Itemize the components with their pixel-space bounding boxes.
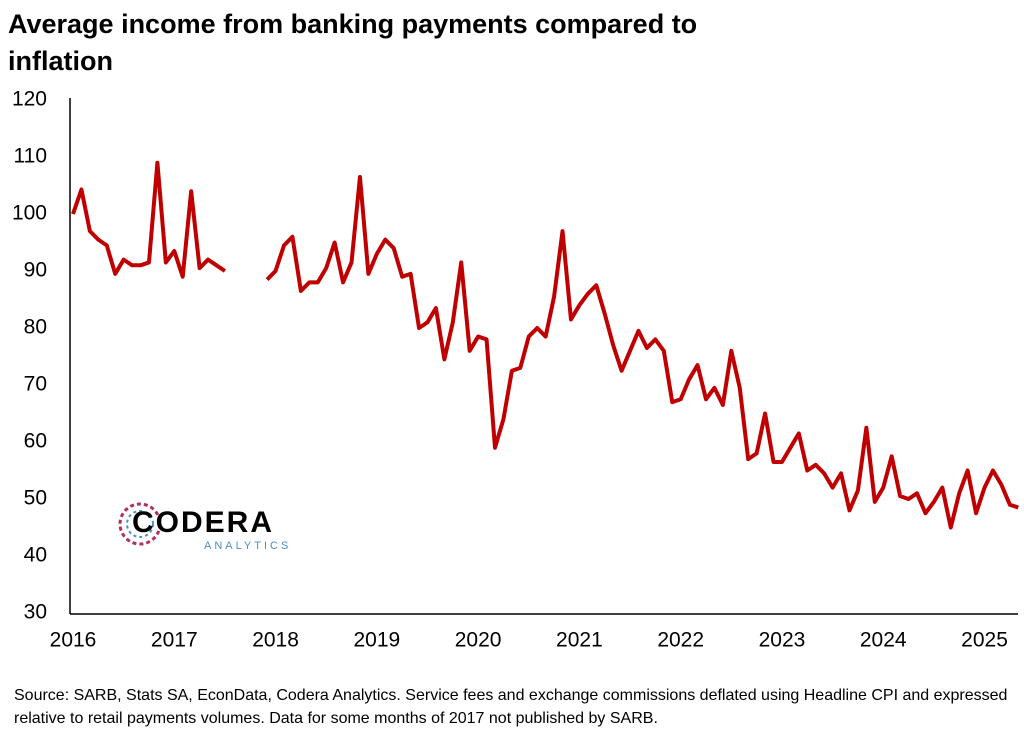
y-tick-label: 90: [24, 259, 47, 282]
chart-title: Average income from banking payments com…: [8, 9, 698, 76]
x-tick-label: 2025: [961, 629, 1008, 652]
x-tick-label: 2023: [759, 629, 806, 652]
y-tick-label: 120: [12, 88, 47, 111]
x-tick-label: 2022: [657, 629, 704, 652]
logo-text: CODERA: [132, 506, 274, 539]
x-tick-label: 2017: [151, 629, 198, 652]
y-tick-label: 110: [14, 145, 47, 168]
y-tick-label: 100: [12, 202, 47, 225]
y-tick-label: 40: [24, 544, 47, 567]
source-note: Source: SARB, Stats SA, EconData, Codera…: [14, 687, 1008, 727]
x-tick-label: 2018: [252, 629, 299, 652]
x-tick-label: 2020: [455, 629, 502, 652]
x-tick-label: 2019: [353, 629, 400, 652]
x-tick-label: 2016: [50, 629, 97, 652]
y-tick-label: 70: [24, 373, 47, 396]
y-tick-label: 80: [24, 316, 47, 339]
logo-subtext: ANALYTICS: [204, 540, 291, 552]
x-tick-label: 2024: [860, 629, 907, 652]
data-line: [71, 160, 1019, 530]
logo-icon: [126, 510, 154, 538]
x-tick-label: 2021: [556, 629, 603, 652]
y-tick-label: 30: [24, 601, 47, 624]
y-tick-label: 60: [24, 430, 47, 453]
y-tick-label: 50: [24, 487, 47, 510]
logo: CODERA ANALYTICS: [118, 502, 291, 552]
logo-icon: [118, 502, 162, 546]
